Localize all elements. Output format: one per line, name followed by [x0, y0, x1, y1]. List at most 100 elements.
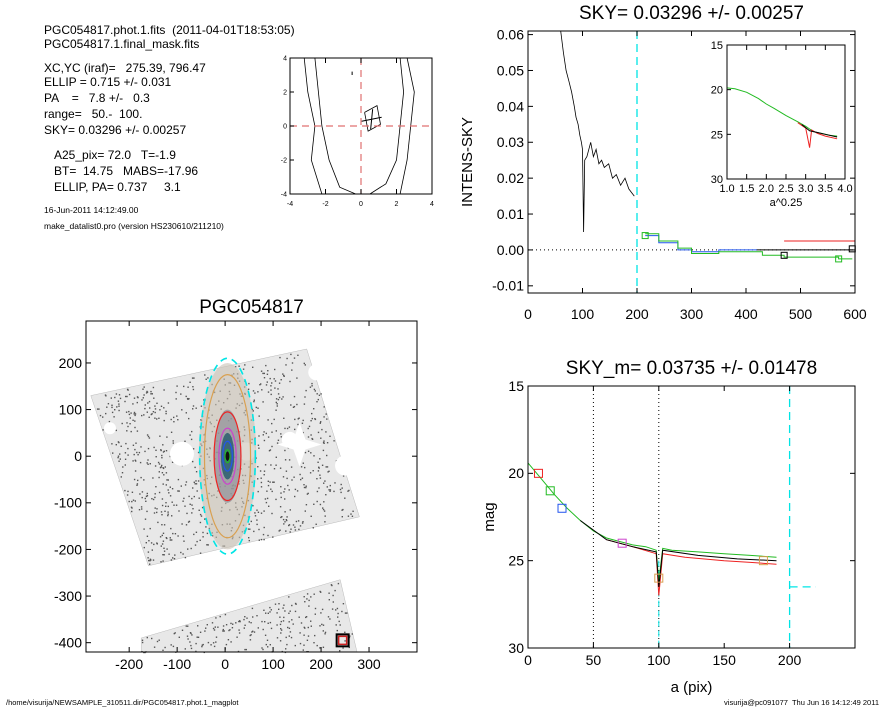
image-y-label: 100 — [59, 401, 83, 417]
image-noise — [172, 645, 175, 648]
image-noise — [320, 421, 322, 423]
image-noise — [254, 515, 257, 517]
image-noise — [154, 417, 156, 419]
image-noise — [242, 368, 245, 370]
center-marker — [370, 109, 374, 130]
image-noise — [294, 529, 297, 531]
image-noise — [263, 377, 266, 379]
image-noise — [315, 523, 317, 525]
image-noise — [265, 384, 268, 386]
image-noise — [131, 500, 133, 503]
image-noise — [259, 470, 262, 472]
image-noise — [325, 431, 327, 433]
image-noise — [128, 410, 130, 413]
sky-y-label: 0.00 — [497, 242, 524, 258]
image-noise — [266, 639, 269, 641]
image-noise — [125, 442, 127, 445]
image-noise — [143, 414, 145, 416]
image-noise — [234, 366, 237, 368]
image-noise — [230, 622, 232, 625]
image-noise — [228, 629, 230, 632]
image-noise — [223, 630, 225, 632]
image-noise — [154, 496, 156, 499]
image-noise — [174, 554, 176, 556]
header-pa: PA = 7.8 +/- 0.3 — [44, 91, 150, 105]
image-noise — [316, 401, 318, 403]
image-noise — [190, 438, 193, 441]
image-noise — [280, 620, 282, 623]
image-noise — [341, 487, 343, 489]
inset-y-label: 20 — [711, 85, 723, 97]
image-noise — [177, 419, 179, 421]
contour-x-label: -2 — [322, 201, 328, 208]
image-noise — [254, 392, 256, 394]
image-noise — [285, 648, 287, 650]
image-noise — [206, 532, 209, 535]
image-y-label: -400 — [54, 635, 82, 651]
image-noise — [197, 480, 200, 482]
image-noise — [304, 466, 306, 469]
image-title: PGC054817 — [199, 297, 304, 318]
image-noise — [180, 393, 182, 395]
image-noise — [156, 511, 158, 514]
image-noise — [160, 545, 162, 547]
inset-x-label: 1.0 — [719, 183, 734, 195]
image-noise — [102, 416, 104, 418]
image-noise — [166, 436, 168, 438]
mag-series-red — [606, 539, 777, 596]
image-noise — [314, 613, 316, 615]
image-noise — [213, 645, 216, 648]
image-noise — [317, 470, 320, 472]
image-noise — [288, 612, 290, 614]
image-noise — [344, 612, 347, 614]
image-noise — [284, 459, 287, 461]
image-noise — [160, 466, 162, 468]
image-noise — [161, 534, 163, 537]
image-noise — [161, 454, 163, 457]
image-noise — [173, 558, 176, 560]
image-noise — [344, 640, 346, 642]
image-noise — [269, 644, 271, 646]
image-noise — [254, 512, 256, 514]
image-noise — [244, 624, 246, 626]
image-noise — [192, 460, 194, 463]
inset-x-label: 4.0 — [837, 183, 852, 195]
image-noise — [184, 484, 187, 486]
image-noise — [316, 393, 318, 395]
image-noise — [307, 427, 309, 430]
image-noise — [280, 628, 282, 630]
image-noise — [119, 397, 122, 400]
image-noise — [111, 443, 113, 445]
image-noise — [182, 553, 184, 555]
image-noise — [260, 477, 262, 479]
image-noise — [181, 629, 184, 631]
image-noise — [171, 488, 174, 490]
image-noise — [312, 470, 314, 472]
image-noise — [156, 402, 158, 404]
image-noise — [153, 646, 156, 648]
image-noise — [128, 413, 131, 416]
image-noise — [307, 626, 309, 629]
image-noise — [278, 396, 281, 399]
image-noise — [194, 483, 196, 485]
image-noise — [289, 610, 291, 612]
image-noise — [132, 403, 134, 405]
image-noise — [310, 420, 312, 422]
image-noise — [317, 431, 320, 434]
image-noise — [189, 434, 191, 436]
image-noise — [119, 453, 121, 455]
image-noise — [165, 505, 167, 507]
image-noise — [195, 650, 197, 653]
image-noise — [324, 631, 327, 634]
image-noise — [331, 584, 333, 587]
image-noise — [133, 478, 136, 481]
image-noise — [285, 530, 287, 532]
image-noise — [130, 412, 132, 414]
image-noise — [144, 518, 147, 520]
image-noise — [183, 385, 185, 388]
image-noise — [196, 540, 198, 543]
image-noise — [284, 498, 286, 500]
image-noise — [156, 418, 158, 420]
image-noise — [290, 636, 293, 639]
